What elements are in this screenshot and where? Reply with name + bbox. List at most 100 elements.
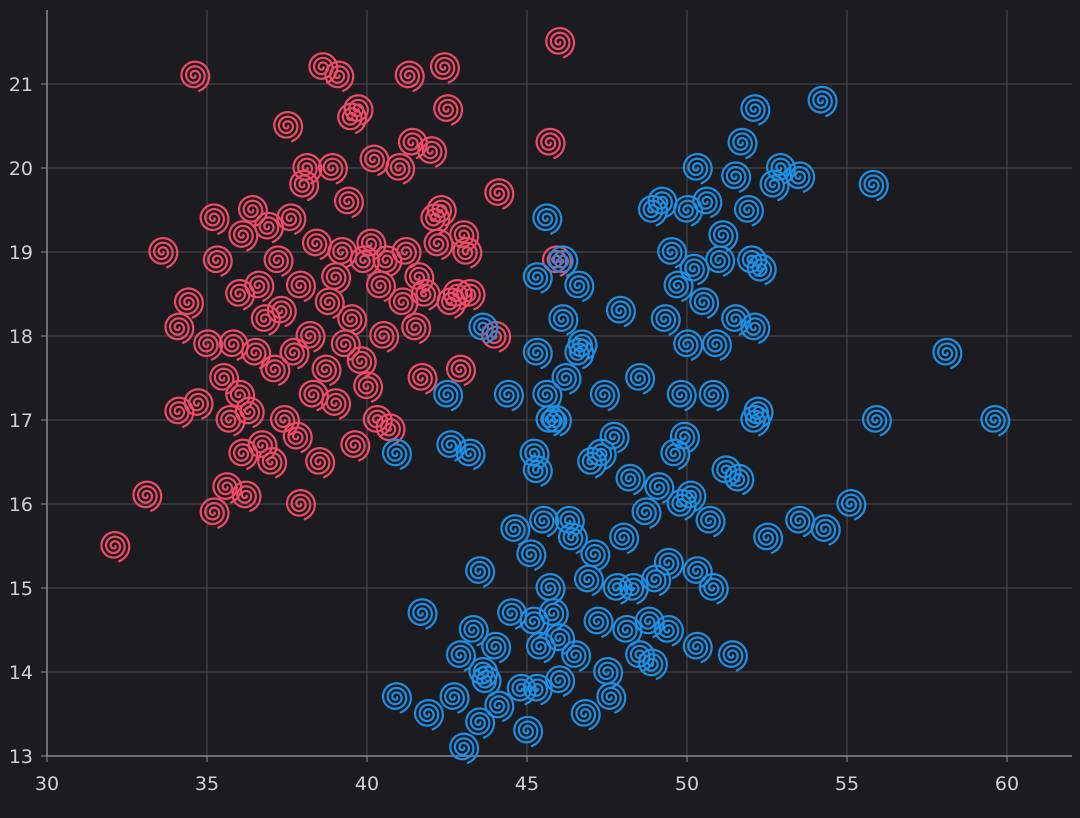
series-1 [381,85,1011,764]
data-point [471,665,502,697]
data-point [641,564,672,596]
data-point [701,329,732,361]
data-point [705,245,736,277]
data-point [225,379,256,412]
data-point [717,640,748,672]
data-point [721,304,752,336]
data-point [548,245,579,277]
data-point [305,447,336,479]
data-point [561,640,592,672]
data-point [465,556,496,588]
y-tick-label: 21 [9,74,33,96]
data-point [541,405,572,437]
x-tick-label: 35 [195,773,219,795]
data-point [657,237,688,269]
data-point [573,564,604,596]
data-point [333,186,364,218]
data-point [753,522,784,554]
data-point [615,463,646,496]
data-point [381,682,412,714]
data-point [257,447,288,479]
data-point [404,262,435,294]
data-point [349,245,380,277]
data-point [497,598,528,630]
data-point [273,111,304,143]
data-point [413,699,444,731]
data-point [340,430,371,462]
data-point [525,631,556,664]
data-point [308,52,339,84]
data-point [545,27,576,59]
data-point [522,337,553,370]
data-point [381,438,412,470]
data-point [285,270,316,302]
data-point [244,270,275,302]
data-point [445,354,476,386]
data-point [586,438,617,470]
data-point [535,573,566,605]
data-point [625,640,656,672]
data-point [519,606,550,638]
y-tick-label: 17 [9,410,33,432]
data-point [618,573,649,605]
data-point [711,455,742,487]
data-point [225,279,256,311]
data-point [436,430,467,462]
data-point [666,379,697,412]
data-point [164,396,195,428]
data-point [599,421,630,454]
data-point [199,203,230,235]
data-point [673,195,704,227]
data-point [458,615,489,647]
data-point [426,195,457,227]
data-point [289,169,320,202]
data-point [689,287,720,319]
y-tick-label: 19 [9,242,33,264]
data-point [861,405,892,437]
data-point [327,237,358,269]
data-point [247,430,278,462]
data-point [532,203,563,235]
data-point [692,186,723,218]
data-point [545,665,576,697]
data-point [234,396,265,428]
data-point [737,245,768,277]
data-point [365,270,396,302]
data-points [100,27,1011,764]
data-point [634,606,665,638]
data-point [650,304,681,336]
data-point [228,438,259,470]
data-point [535,127,566,160]
data-point [417,136,448,168]
data-point [612,615,643,647]
data-point [564,337,595,370]
data-point [733,195,764,227]
data-point [682,153,713,185]
data-point [401,312,432,344]
x-tick-label: 40 [355,773,379,795]
data-point [538,598,569,630]
data-point [298,379,329,412]
data-point [740,312,771,344]
y-tick-label: 16 [9,494,33,516]
data-point [724,463,755,496]
data-point [394,60,425,92]
data-point [580,539,611,571]
data-point [429,52,460,84]
data-point [589,379,620,412]
data-point [410,279,441,311]
data-point [682,556,713,588]
data-point [388,287,419,319]
data-point [522,455,553,487]
data-point [605,295,636,328]
data-point [173,287,204,319]
data-point [522,673,553,706]
data-point [433,94,464,126]
data-point [743,396,774,428]
data-point [746,253,777,286]
data-point [609,522,640,554]
data-point [183,388,214,420]
data-point [359,144,390,176]
data-point [663,270,694,302]
data-point [391,237,422,269]
